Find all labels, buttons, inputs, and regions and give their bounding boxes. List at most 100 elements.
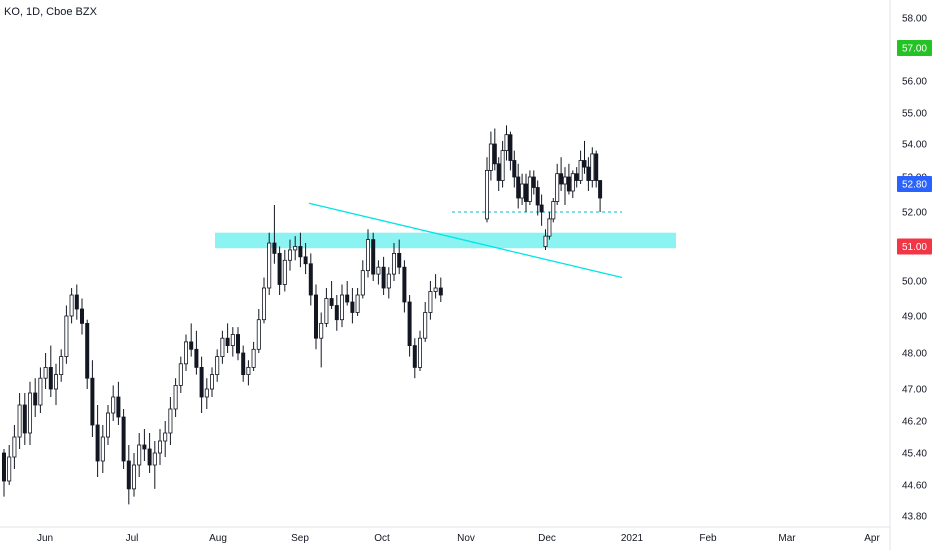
candle-body: [590, 153, 595, 181]
candle: [504, 125, 509, 161]
price-badge: 57.00: [897, 40, 932, 56]
candle-body: [391, 252, 396, 275]
candle: [126, 445, 131, 505]
candle-body: [508, 134, 513, 161]
candle-body: [303, 256, 308, 265]
candle-body: [267, 242, 272, 289]
candle-body: [272, 242, 277, 254]
candle-body: [157, 440, 162, 454]
candle: [142, 429, 147, 461]
candle-body: [386, 273, 391, 289]
y-tick-label: 54.00: [902, 140, 927, 151]
candle: [539, 194, 544, 226]
candle: [147, 433, 152, 473]
candle: [386, 267, 391, 299]
candle: [594, 150, 599, 188]
candle: [391, 243, 396, 281]
candle-body: [121, 416, 126, 462]
price-badge-label: 52.80: [902, 180, 927, 191]
candle-body: [350, 301, 355, 313]
candle: [496, 157, 501, 191]
candle-body: [17, 404, 22, 438]
candle: [194, 330, 199, 375]
candle: [33, 378, 38, 417]
candle-body: [594, 153, 599, 181]
candle: [407, 295, 412, 357]
candle: [563, 167, 568, 205]
candle: [559, 157, 564, 191]
candle-body: [38, 377, 43, 406]
candle: [272, 205, 277, 264]
price-badge-label: 57.00: [902, 44, 927, 55]
candle: [12, 425, 17, 469]
x-tick-label: Jun: [37, 533, 53, 544]
y-tick-label: 58.00: [902, 14, 927, 25]
candle: [251, 341, 256, 371]
candle: [345, 281, 350, 306]
candle: [173, 378, 178, 417]
candle-body: [428, 291, 433, 313]
candles-layer: [2, 125, 603, 505]
candle: [287, 239, 292, 271]
candle-body: [500, 150, 505, 181]
candle: [303, 243, 308, 275]
candle: [313, 284, 318, 350]
candle: [423, 302, 428, 342]
y-tick-label: 43.80: [902, 512, 927, 523]
candle: [152, 441, 157, 489]
candle-body: [329, 298, 334, 306]
candle: [520, 173, 525, 205]
candle: [355, 288, 360, 316]
candle-body: [7, 456, 12, 482]
candle: [199, 356, 204, 413]
candle-body: [578, 160, 583, 181]
candle-body: [551, 201, 556, 220]
candle: [547, 212, 552, 240]
candle: [7, 445, 12, 485]
candle: [512, 150, 517, 188]
candle-body: [339, 294, 344, 321]
candle-body: [559, 173, 564, 185]
y-tick-label: 55.00: [902, 109, 927, 120]
candle-body: [488, 143, 493, 171]
y-axis: 58.0056.0055.0054.0053.0052.0050.0049.00…: [902, 14, 927, 523]
candle: [508, 131, 513, 171]
candle: [38, 367, 43, 413]
candle: [111, 385, 116, 421]
candle: [402, 260, 407, 313]
candle-body: [504, 134, 509, 151]
symbol-label: KO, 1D, Cboe BZX: [4, 6, 97, 18]
candle-body: [381, 266, 386, 289]
candle-body: [152, 452, 157, 466]
candle: [168, 397, 173, 445]
candle-body: [492, 143, 497, 165]
candle: [574, 167, 579, 188]
price-badge-label: 51.00: [902, 242, 927, 253]
candle: [183, 334, 188, 371]
candle-body: [555, 173, 560, 202]
candle-body: [256, 319, 261, 350]
candle-body: [287, 249, 292, 261]
candle-body: [178, 363, 183, 386]
candle-body: [126, 460, 131, 490]
candle-body: [412, 345, 417, 368]
candle-body: [531, 176, 536, 188]
price-badge-bg: [897, 176, 932, 192]
candle: [433, 274, 438, 299]
x-tick-label: Mar: [778, 533, 796, 544]
candle-body: [319, 322, 324, 339]
candle: [225, 323, 230, 353]
candle: [220, 330, 225, 364]
x-tick-label: Oct: [374, 533, 390, 544]
y-tick-label: 56.00: [902, 77, 927, 88]
candle-body: [365, 239, 370, 272]
candle-body: [111, 396, 116, 414]
candle-body: [566, 176, 571, 192]
candle-body: [298, 246, 303, 258]
candle-body: [524, 183, 529, 202]
candle-body: [547, 218, 552, 237]
candle: [578, 150, 583, 184]
x-tick-label: Jul: [126, 533, 139, 544]
candle: [74, 284, 79, 320]
